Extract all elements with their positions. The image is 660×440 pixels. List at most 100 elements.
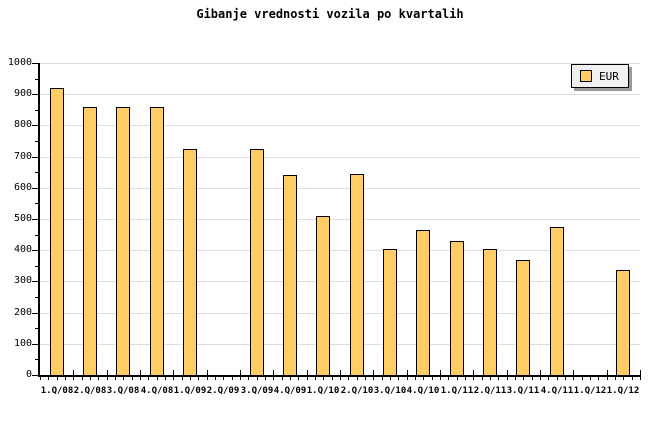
x-minor-tick [207,377,208,380]
x-minor-tick [523,377,524,380]
x-boundary-tick [73,370,74,375]
x-minor-tick [323,377,324,380]
x-boundary-tick [473,370,474,375]
x-minor-tick [465,377,466,380]
x-minor-tick [423,377,424,380]
x-boundary-tick [273,370,274,375]
x-boundary-tick [440,370,441,375]
x-minor-tick [598,377,599,380]
x-minor-tick [148,377,149,380]
x-minor-tick [40,377,41,380]
x-minor-tick [507,377,508,380]
y-major-tick [32,219,38,220]
y-minor-tick [35,359,38,360]
x-boundary-tick [607,370,608,375]
y-major-tick [32,281,38,282]
x-minor-tick [273,377,274,380]
x-axis-label: 1.Q/12 [573,386,607,396]
x-minor-tick [615,377,616,380]
x-boundary-tick [373,370,374,375]
x-axis-label: 1.Q/09 [173,386,207,396]
x-boundary-tick [540,370,541,375]
x-axis-label: 4.Q/09 [273,386,307,396]
x-minor-tick [165,377,166,380]
y-minor-tick [35,328,38,329]
x-minor-tick [157,377,158,380]
y-major-tick [32,188,38,189]
y-axis-line [38,63,40,377]
y-axis-label: 300 [13,275,32,286]
x-minor-tick [290,377,291,380]
x-axis-label: 2.Q/09 [206,386,240,396]
x-minor-tick [73,377,74,380]
gridline [40,188,640,189]
y-major-tick [32,250,38,251]
x-minor-tick [548,377,549,380]
x-minor-tick [340,377,341,380]
x-minor-tick [540,377,541,380]
x-axis-label: 1.Q/10 [306,386,340,396]
x-minor-tick [182,377,183,380]
y-major-tick [32,313,38,314]
y-axis-label: 900 [13,88,32,99]
y-axis-label: 600 [13,182,32,193]
x-minor-tick [640,377,641,380]
y-minor-tick [35,266,38,267]
x-minor-tick [573,377,574,380]
y-axis-label: 100 [13,338,32,349]
x-minor-tick [398,377,399,380]
gridline [40,281,640,282]
x-minor-tick [532,377,533,380]
x-minor-tick [482,377,483,380]
x-minor-tick [57,377,58,380]
x-axis-label: 1.Q/08 [40,386,74,396]
x-minor-tick [498,377,499,380]
y-minor-tick [35,235,38,236]
x-boundary-tick [407,370,408,375]
x-minor-tick [390,377,391,380]
x-minor-tick [107,377,108,380]
y-major-tick [32,344,38,345]
x-axis-label: 2.Q/08 [73,386,107,396]
y-major-tick [32,63,38,64]
bar [50,88,64,376]
x-minor-tick [90,377,91,380]
x-minor-tick [515,377,516,380]
y-major-tick [32,94,38,95]
bar [283,175,297,376]
x-minor-tick [265,377,266,380]
bar [450,241,464,376]
x-minor-tick [132,377,133,380]
y-minor-tick [35,172,38,173]
bar [350,174,364,376]
gridline [40,344,640,345]
y-minor-tick [35,110,38,111]
x-minor-tick [223,377,224,380]
x-minor-tick [332,377,333,380]
bar [483,249,497,376]
y-minor-tick [35,203,38,204]
gridline [40,94,640,95]
bar [183,149,197,376]
x-minor-tick [248,377,249,380]
y-axis-label: 800 [13,119,32,130]
x-axis-label: 1.Q/12 [606,386,640,396]
x-axis-label: 2.Q/10 [340,386,374,396]
x-minor-tick [565,377,566,380]
x-minor-tick [98,377,99,380]
bar [416,230,430,376]
x-minor-tick [257,377,258,380]
x-minor-tick [582,377,583,380]
y-axis-label: 0 [25,369,32,380]
y-axis-label: 400 [13,244,32,255]
bar [250,149,264,376]
bar [83,107,97,376]
x-minor-tick [623,377,624,380]
x-minor-tick [115,377,116,380]
legend: EUR [571,64,629,88]
x-minor-tick [298,377,299,380]
y-axis-label: 700 [13,151,32,162]
y-major-tick [32,125,38,126]
x-minor-tick [473,377,474,380]
